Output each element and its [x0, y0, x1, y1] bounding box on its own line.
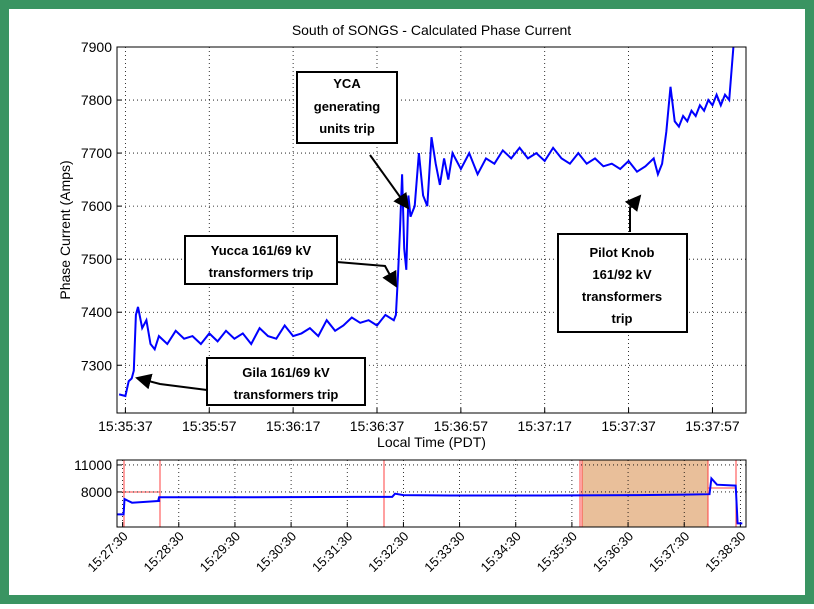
y-tick-label: 7400 [81, 304, 112, 320]
y-tick-label: 7800 [81, 92, 112, 108]
y-tick-label: 7500 [81, 251, 112, 267]
annotation: 161/92 kV [592, 267, 652, 282]
chart-title: South of SONGS - Calculated Phase Curren… [292, 22, 571, 38]
annotation: Gila 161/69 kV [242, 365, 330, 380]
annotation: transformers [582, 289, 662, 304]
y-tick-label: 8000 [81, 484, 112, 500]
x-tick-label: 15:36:17 [266, 418, 321, 434]
y-tick-label: 7900 [81, 39, 112, 55]
annotation: units trip [319, 121, 375, 136]
annotation: trip [612, 311, 633, 326]
annotation: transformers trip [234, 387, 339, 402]
annotation: Pilot Knob [590, 245, 655, 260]
plot-frame [116, 46, 747, 414]
plot-bg [117, 47, 746, 413]
annotation: YCA [333, 76, 361, 91]
arrows [135, 154, 642, 391]
x-tick-label: 15:37:37 [601, 418, 656, 434]
y-tick-label: 7700 [81, 145, 112, 161]
x-tick-label: 15:35:57 [182, 418, 237, 434]
x-axis-label: Local Time (PDT) [377, 434, 486, 450]
plot-frame [116, 459, 747, 528]
highlight-region [582, 460, 708, 527]
y-tick-label: 7300 [81, 357, 112, 373]
annotation: transformers trip [209, 265, 314, 280]
x-tick-label: 15:37:17 [517, 418, 572, 434]
series-line [118, 47, 735, 398]
annotation: generating [314, 99, 381, 114]
x-tick-label: 15:36:37 [350, 418, 405, 434]
series-line [117, 476, 743, 525]
y-tick-label: 7600 [81, 198, 112, 214]
annotation-boxes [184, 71, 688, 406]
x-tick-label: 15:37:57 [685, 418, 740, 434]
x-tick-label: 15:35:37 [98, 418, 153, 434]
y-tick-label: 11000 [74, 457, 112, 473]
y-axis-label: Phase Current (Amps) [57, 160, 73, 299]
annotation: Yucca 161/69 kV [211, 243, 312, 258]
x-tick-label: 15:36:57 [434, 418, 489, 434]
